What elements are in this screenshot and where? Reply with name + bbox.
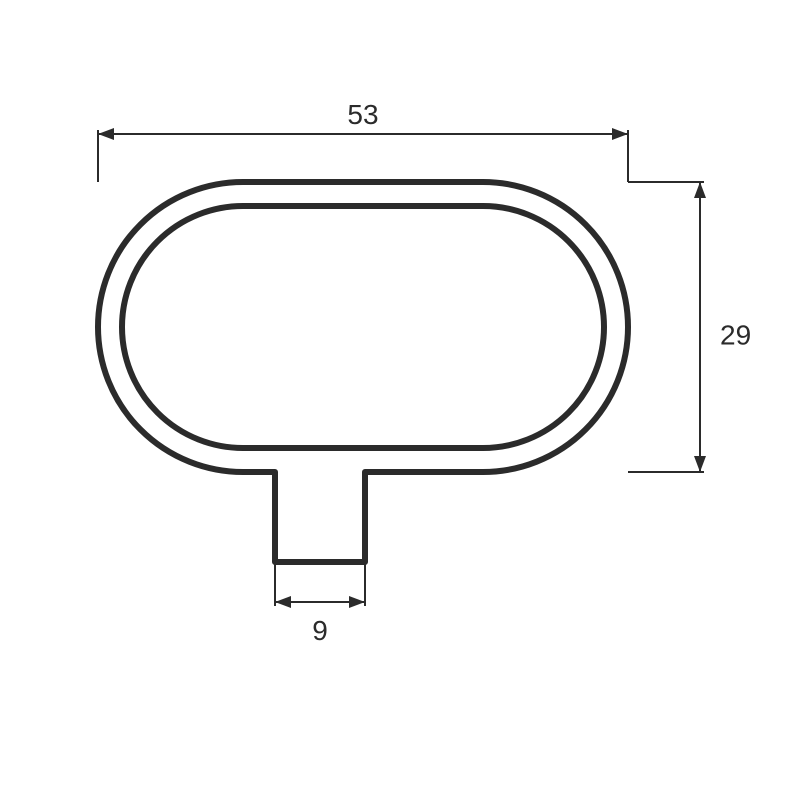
dimension-stem: 9	[275, 562, 365, 646]
dimension-drawing: 53 29 9	[0, 0, 800, 800]
dimension-height-value: 29	[720, 319, 751, 350]
dimension-width: 53	[98, 99, 628, 182]
dimension-height: 29	[628, 182, 751, 472]
dimension-width-value: 53	[347, 99, 378, 130]
dimension-stem-value: 9	[312, 615, 328, 646]
profile-outline	[98, 182, 628, 562]
